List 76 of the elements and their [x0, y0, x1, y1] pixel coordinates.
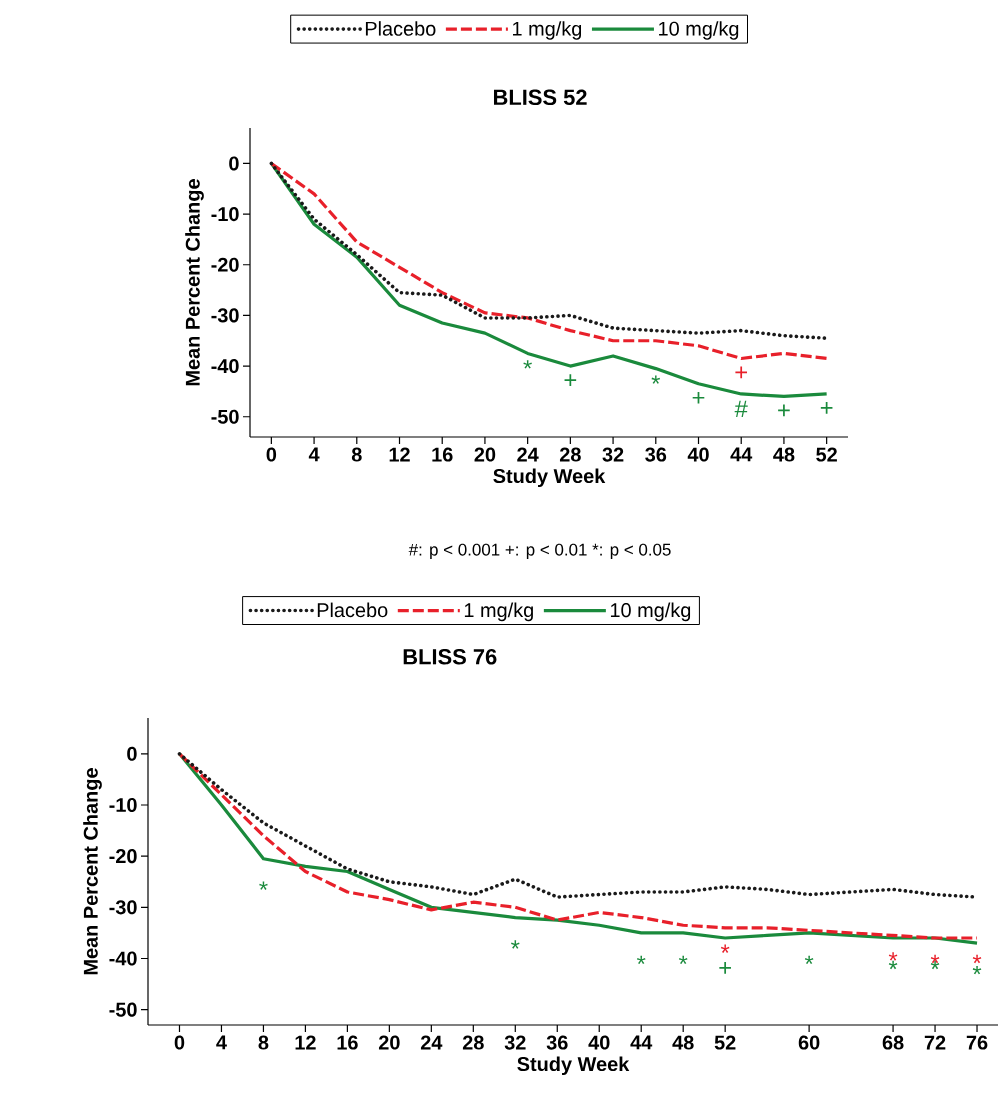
data-label: * [259, 881, 268, 890]
x-tick-label: 20 [378, 1035, 400, 1050]
y-axis-title: Mean Percent Change [83, 768, 102, 975]
data-label: * [888, 952, 898, 961]
x-tick-label: 40 [687, 447, 709, 462]
data-label: # [734, 400, 748, 418]
data-label: * [972, 965, 982, 975]
x-tick-label: 4 [308, 447, 320, 462]
x-tick-label: 36 [645, 447, 667, 462]
x-tick-label: 52 [816, 447, 837, 462]
y-tick-label: -30 [109, 900, 137, 915]
legend-label: Placebo [365, 21, 436, 36]
x-tick-label: 16 [337, 1035, 358, 1050]
x-tick-label: 0 [174, 1035, 185, 1050]
data-label: + [564, 374, 577, 386]
x-tick-label: 60 [798, 1035, 820, 1050]
x-tick-label: 28 [462, 1035, 484, 1050]
y-tick-label: -10 [211, 207, 239, 222]
y-tick-label: -20 [109, 849, 137, 864]
x-tick-label: 44 [630, 1035, 653, 1050]
x-tick-label: 8 [258, 1035, 269, 1050]
data-label: + [820, 402, 833, 414]
x-tick-label: 24 [420, 1035, 443, 1050]
chart-title: BLISS 52 [494, 89, 587, 106]
x-tick-label: 4 [216, 1035, 227, 1050]
legend-label: Placebo [317, 602, 388, 618]
data-label: + [778, 404, 790, 417]
y-tick-label: 0 [229, 156, 239, 171]
y-tick-label: -40 [211, 359, 239, 374]
x-tick-label: 8 [351, 447, 362, 462]
data-label: * [523, 360, 532, 369]
data-label: + [692, 391, 705, 404]
x-tick-label: 36 [546, 1035, 568, 1050]
data-label: + [719, 962, 731, 974]
x-tick-label: 0 [266, 447, 277, 462]
x-tick-label: 32 [504, 1035, 526, 1050]
data-label: * [888, 960, 898, 970]
legend-label: 10 mg/kg [659, 21, 739, 40]
x-axis-title: Study Week [493, 468, 606, 488]
y-tick-label: -50 [211, 409, 239, 424]
x-tick-label: 48 [672, 1035, 694, 1050]
chart-title: BLISS 76 [403, 649, 497, 665]
x-tick-label: 32 [602, 447, 624, 462]
y-tick-label: -50 [109, 1002, 137, 1017]
x-tick-label: 12 [389, 447, 410, 462]
x-tick-label: 76 [966, 1035, 988, 1050]
y-tick-label: -30 [211, 308, 239, 323]
data-label: * [972, 954, 982, 964]
x-tick-label: 28 [559, 447, 581, 462]
x-tick-label: 68 [882, 1035, 904, 1050]
data-label: + [735, 366, 748, 379]
x-tick-label: 24 [517, 447, 539, 462]
data-label: * [636, 955, 646, 965]
text: #: p < 0.001 +: p < 0.01 *: p < 0.05 [408, 543, 671, 559]
y-tick-label: -10 [109, 797, 137, 813]
legend-label: 1 mg/kg [464, 602, 533, 622]
legend-label: 1 mg/kg [513, 21, 582, 40]
data-label: * [678, 955, 688, 965]
legend-label: 10 mg/kg [610, 602, 691, 622]
data-label: * [804, 955, 814, 965]
x-tick-label: 12 [295, 1035, 316, 1050]
data-label: * [720, 944, 730, 953]
y-tick-label: 0 [127, 746, 137, 761]
x-tick-label: 52 [714, 1035, 736, 1050]
x-tick-label: 44 [730, 447, 753, 462]
y-axis-title: Mean Percent Change [185, 179, 204, 386]
x-axis-title: Study Week [517, 1056, 630, 1076]
data-label: * [651, 375, 661, 384]
x-tick-label: 40 [588, 1035, 610, 1050]
data-label: * [511, 940, 520, 949]
x-tick-label: 16 [432, 447, 453, 462]
y-tick-label: -20 [211, 257, 239, 272]
x-tick-label: 72 [924, 1035, 946, 1050]
x-tick-label: 48 [773, 447, 795, 462]
y-tick-label: -40 [109, 951, 137, 966]
x-tick-label: 20 [474, 447, 496, 462]
